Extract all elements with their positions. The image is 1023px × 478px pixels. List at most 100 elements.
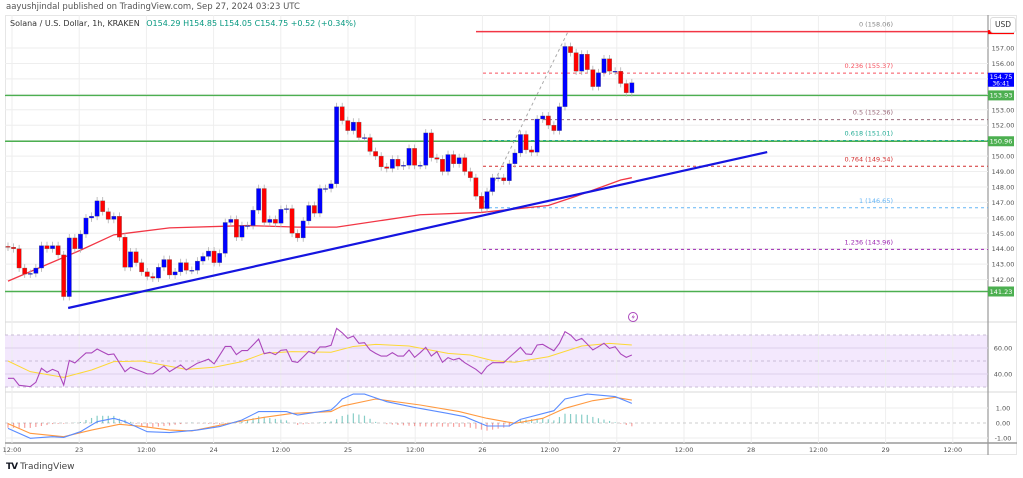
candle	[33, 264, 39, 278]
ohlc-values: O154.29 H154.85 L154.05 C154.75 +0.52 (+…	[146, 19, 357, 28]
candle	[156, 263, 161, 282]
candle	[189, 266, 195, 275]
candle-body	[228, 219, 234, 223]
candle-body	[117, 216, 122, 238]
candle-body	[484, 191, 490, 209]
candle-body	[22, 267, 28, 275]
candle-body	[16, 248, 22, 269]
candle	[39, 241, 44, 272]
candle-body	[5, 246, 11, 248]
candle-body	[518, 134, 523, 154]
candle-body	[66, 237, 72, 297]
candle-body	[267, 219, 273, 223]
candle	[389, 155, 395, 173]
candle	[596, 68, 601, 91]
last-price-label: 154.75	[990, 73, 1013, 81]
candle-body	[362, 137, 367, 139]
price-axis-label: 142.00	[992, 276, 1015, 284]
candle-body	[428, 132, 434, 158]
candle-body	[584, 54, 590, 70]
rsi-line	[8, 327, 633, 388]
candle-body	[211, 250, 217, 263]
price-axis-label: 153.00	[992, 106, 1015, 114]
candle	[434, 153, 440, 164]
candle	[172, 268, 178, 279]
candle	[523, 130, 529, 154]
candle	[234, 215, 239, 241]
candle-body	[139, 262, 145, 273]
macd-axis-label: 1.00	[996, 405, 1010, 413]
candle	[133, 247, 139, 267]
candle-body	[629, 82, 635, 93]
candle	[139, 258, 145, 276]
candle	[350, 118, 356, 135]
candle-body	[545, 115, 551, 126]
candle-body	[161, 259, 167, 268]
candle	[128, 247, 133, 272]
candle-body	[100, 200, 106, 212]
candle	[573, 48, 579, 76]
candle	[89, 212, 94, 222]
candle	[534, 115, 540, 157]
candle	[456, 153, 462, 168]
candle-body	[607, 58, 612, 72]
candle	[200, 252, 206, 265]
time-axis-label: 29	[881, 446, 889, 454]
candle-body	[278, 209, 284, 224]
candle-body	[295, 233, 300, 239]
candle	[117, 212, 122, 241]
candle	[250, 206, 256, 230]
candle	[306, 201, 312, 225]
candle-body	[222, 222, 228, 254]
candle-body	[557, 106, 562, 131]
symbol-title[interactable]: Solana / U.S. Dollar, 1h, KRAKEN	[10, 19, 140, 28]
time-axis-label: 26	[478, 446, 486, 454]
candle-body	[306, 205, 312, 222]
candle-body	[440, 159, 445, 172]
candle	[557, 102, 562, 135]
candle-body	[133, 251, 139, 263]
candle-body	[256, 188, 262, 211]
candle	[178, 258, 184, 276]
price-axis-label: 152.00	[992, 122, 1015, 130]
currency-button[interactable]: USD	[990, 17, 1016, 33]
candle-body	[401, 165, 406, 167]
candle	[601, 54, 607, 77]
candle-body	[323, 188, 328, 190]
candle	[167, 255, 172, 279]
candle	[378, 152, 384, 171]
candle-body	[183, 262, 189, 271]
candle	[261, 184, 267, 227]
candle-body	[501, 177, 507, 181]
candle-body	[50, 245, 55, 249]
candle-body	[105, 211, 111, 220]
candle	[551, 121, 557, 135]
candle-body	[189, 270, 195, 272]
candle-body	[89, 216, 94, 219]
candle-body	[523, 134, 529, 151]
candle-body	[568, 46, 573, 53]
candle-body	[339, 106, 345, 121]
candle	[245, 221, 250, 230]
candle-body	[284, 208, 289, 210]
candle	[323, 184, 328, 193]
candle-body	[250, 209, 256, 226]
candle-body	[273, 219, 278, 224]
candle	[300, 217, 306, 242]
candle-body	[506, 163, 512, 181]
tradingview-brand[interactable]: TV TradingView	[6, 462, 75, 472]
candle-body	[311, 205, 317, 214]
candle	[55, 241, 61, 259]
candle-body	[350, 121, 356, 131]
time-axis-label: 24	[209, 446, 217, 454]
time-axis-label: 12:00	[3, 446, 22, 454]
candle-body	[412, 148, 417, 166]
candle-body	[529, 149, 534, 153]
candle	[584, 50, 590, 74]
candle-body	[596, 72, 601, 87]
candle-body	[217, 253, 223, 263]
candle	[228, 215, 234, 227]
moving-average-line	[7, 177, 632, 282]
candle	[289, 204, 295, 238]
